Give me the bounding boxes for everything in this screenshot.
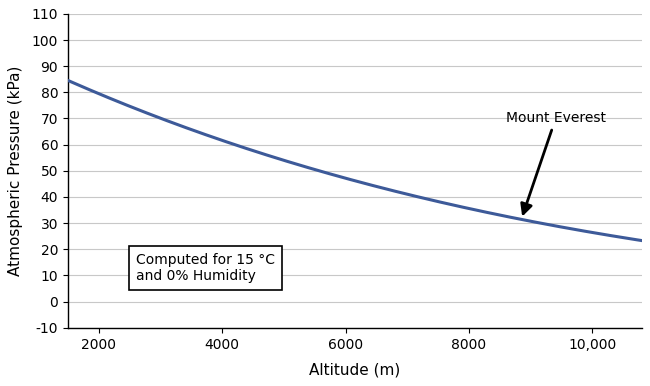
- X-axis label: Altitude (m): Altitude (m): [309, 363, 400, 378]
- Text: Mount Everest: Mount Everest: [506, 111, 606, 214]
- Text: Computed for 15 °C
and 0% Humidity: Computed for 15 °C and 0% Humidity: [136, 252, 275, 283]
- Y-axis label: Atmospheric Pressure (kPa): Atmospheric Pressure (kPa): [8, 66, 23, 276]
